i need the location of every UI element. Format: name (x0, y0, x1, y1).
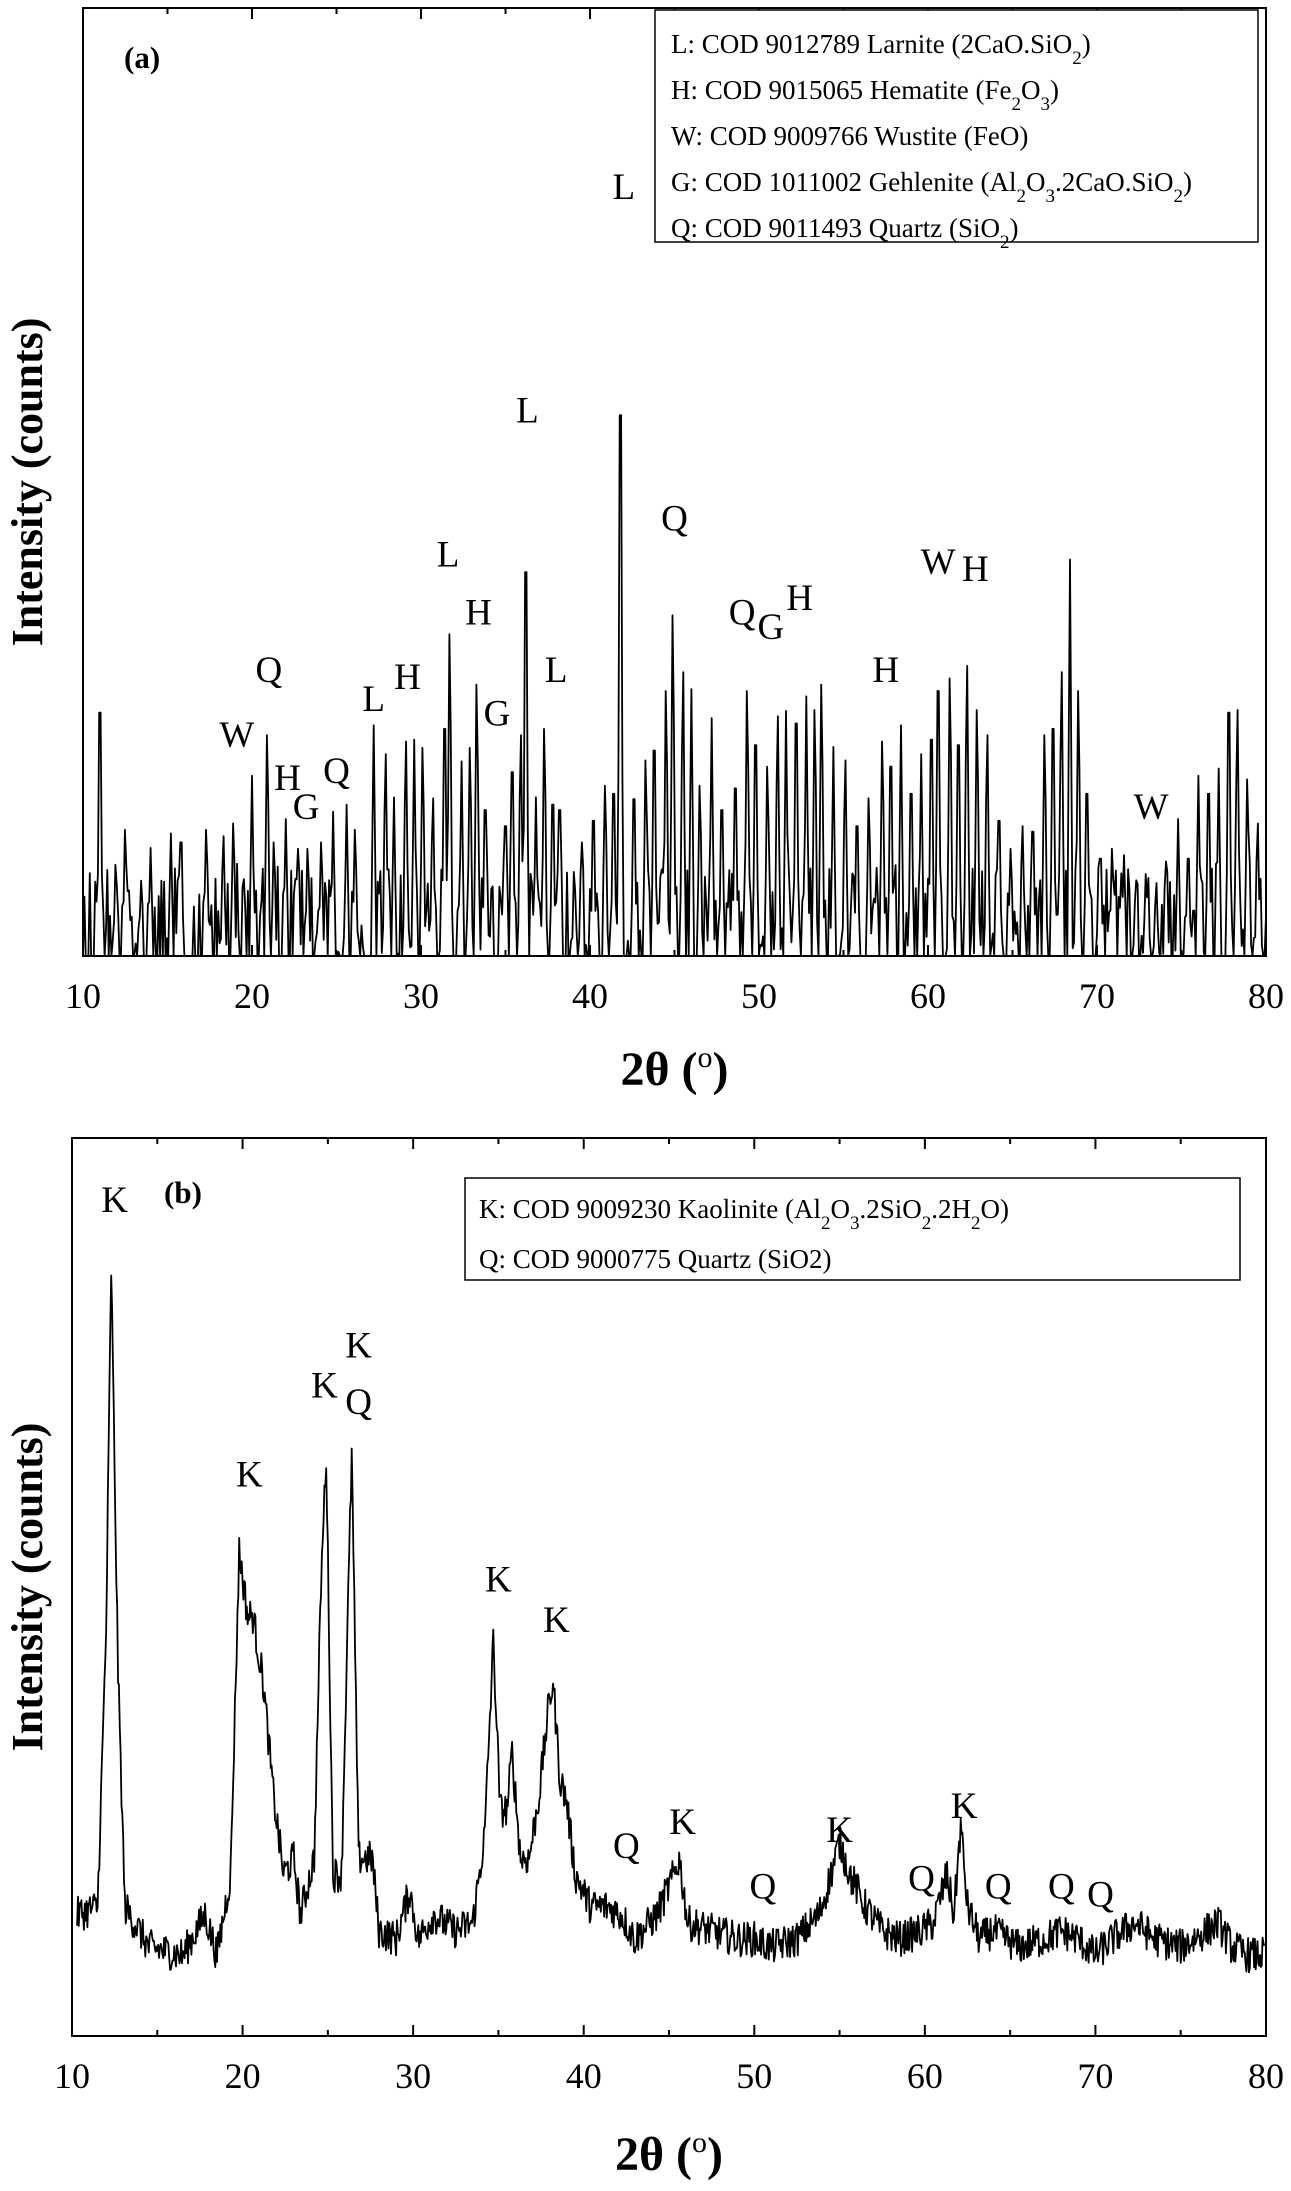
peak-label: L (516, 390, 539, 431)
peak-label: H (962, 549, 989, 590)
x-tick-label: 70 (1079, 976, 1115, 1016)
peak-label: G (293, 787, 320, 828)
x-tick-label: 40 (566, 2056, 602, 2096)
peak-label: H (274, 758, 301, 799)
peak-label: K (311, 1366, 338, 1407)
peak-label: Q (613, 1826, 640, 1867)
data-series-line (82, 414, 1267, 957)
y-axis-title: Intensity (counts) (3, 318, 52, 647)
panel-label: (b) (164, 1175, 202, 1210)
x-axis-title: 2θ (o) (620, 1041, 728, 1096)
peak-label: Q (256, 650, 283, 691)
peak-label: Q (345, 1382, 372, 1423)
panel-label: (a) (124, 40, 160, 75)
legend-box (654, 9, 1259, 243)
x-axis-title: 2θ (o) (615, 2126, 723, 2181)
legend-entry: G: COD 1011002 Gehlenite (Al2O3.2CaO.SiO… (671, 167, 1192, 207)
peak-label: K (485, 1560, 512, 1601)
x-tick-label: 10 (54, 2056, 90, 2096)
x-tick-label: 30 (403, 976, 439, 1016)
peak-label: W (921, 542, 956, 583)
legend-entry: H: COD 9015065 Hematite (Fe2O3) (671, 75, 1059, 115)
peak-label: K (543, 1600, 570, 1641)
legend-entry: L: COD 9012789 Larnite (2CaO.SiO2) (671, 29, 1091, 69)
peak-label: W (219, 715, 254, 756)
peak-label: H (465, 592, 492, 633)
peak-label: Q (729, 592, 756, 633)
x-tick-label: 80 (1248, 976, 1284, 1016)
peak-label: K (826, 1810, 853, 1851)
legend-entry: K: COD 9009230 Kaolinite (Al2O3.2SiO2.2H… (479, 1194, 1009, 1234)
y-axis-title: Intensity (counts) (3, 1423, 52, 1752)
x-tick-label: 60 (907, 2056, 943, 2096)
peak-label: L (437, 535, 460, 576)
chart-panel-0: 10 20 30 40 50 60 70 80 2θ (o) Intensity (counts)… (3, 7, 1284, 1096)
peak-label: K (951, 1786, 978, 1827)
legend-entry: Q: COD 9000775 Quartz (SiO2) (479, 1244, 831, 1274)
peak-label: K (101, 1180, 128, 1221)
peak-label: K (345, 1325, 372, 1366)
data-series-line (76, 1274, 1266, 1974)
peak-label: G (484, 693, 511, 734)
peak-label: W (1134, 787, 1169, 828)
peak-label: H (786, 578, 813, 619)
peak-label: L (362, 679, 385, 720)
peak-label: G (757, 607, 784, 648)
peak-label: L (545, 650, 568, 691)
peak-label: L (612, 167, 635, 208)
peak-label: Q (1048, 1867, 1075, 1908)
chart-panel-1: 10 20 30 40 50 60 70 80 2θ (o) Intensity (counts)… (3, 1137, 1284, 2181)
x-tick-label: 20 (234, 976, 270, 1016)
x-tick-label: 70 (1077, 2056, 1113, 2096)
peak-label: Q (323, 751, 350, 792)
x-tick-label: 50 (736, 2056, 772, 2096)
legend-entry: Q: COD 9011493 Quartz (SiO2) (671, 213, 1018, 253)
x-tick-label: 40 (572, 976, 608, 1016)
x-tick-label: 20 (225, 2056, 261, 2096)
peak-label: Q (908, 1859, 935, 1900)
x-tick-label: 50 (741, 976, 777, 1016)
x-tick-label: 60 (910, 976, 946, 1016)
peak-label: Q (749, 1867, 776, 1908)
peak-label: K (236, 1455, 263, 1496)
peak-label: H (872, 650, 899, 691)
x-tick-label: 80 (1248, 2056, 1284, 2096)
legend-entry: W: COD 9009766 Wustite (FeO) (671, 121, 1028, 151)
x-tick-label: 10 (65, 976, 101, 1016)
legend-box (464, 1177, 1241, 1281)
peak-label: K (669, 1802, 696, 1843)
peak-label: Q (1087, 1875, 1114, 1916)
peak-label: Q (661, 499, 688, 540)
peak-label: H (394, 657, 421, 698)
peak-label: Q (985, 1867, 1012, 1908)
x-tick-label: 30 (395, 2056, 431, 2096)
